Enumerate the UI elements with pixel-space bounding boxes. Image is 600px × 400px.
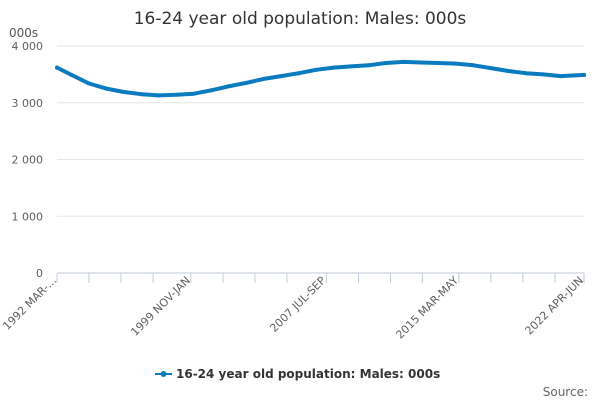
data-point[interactable] [86,81,91,86]
y-tick-label: 1 000 [12,210,44,223]
data-point[interactable] [174,92,179,97]
data-point[interactable] [226,84,231,89]
data-point[interactable] [331,65,336,70]
data-point[interactable] [366,63,371,68]
data-point[interactable] [453,61,458,66]
source-label: Source: [543,385,588,399]
chart-title: 16-24 year old population: Males: 000s [134,9,467,29]
y-tick-label: 0 [36,267,43,280]
y-axis-unit-label: 000s [9,26,38,40]
x-tick-label: 2022 APR-JUN [523,274,587,338]
data-point[interactable] [436,61,441,66]
y-tick-label: 2 000 [12,154,44,167]
data-point[interactable] [69,72,74,77]
legend[interactable]: 16-24 year old population: Males: 000s [155,367,440,381]
data-point[interactable] [418,60,423,65]
data-point[interactable] [558,74,563,79]
data-point[interactable] [209,88,214,93]
data-point[interactable] [104,86,109,91]
legend-point-marker [160,371,167,377]
data-point[interactable] [55,65,59,70]
data-point[interactable] [121,89,126,94]
data-point[interactable] [471,63,476,68]
y-tick-label: 3 000 [12,97,44,110]
data-point[interactable] [191,91,196,96]
data-point[interactable] [261,76,266,81]
data-point[interactable] [541,72,546,77]
x-tick-label: 1999 NOV-JAN [128,274,193,339]
data-point[interactable] [582,72,586,77]
data-point[interactable] [349,64,354,69]
series-line-0[interactable] [55,59,586,98]
data-point[interactable] [523,71,528,76]
data-point[interactable] [314,67,319,72]
x-tick-label: 2007 JUL-SEP [267,274,328,335]
data-point[interactable] [506,68,511,73]
x-tick-label: 2015 MAR-MAY [393,274,461,342]
data-point[interactable] [156,93,161,98]
legend-label: 16-24 year old population: Males: 000s [176,367,440,381]
data-point[interactable] [244,80,249,85]
data-point[interactable] [401,59,406,64]
y-tick-label: 4 000 [12,40,44,53]
gridlines [57,45,584,217]
data-point[interactable] [384,61,389,66]
data-point[interactable] [296,71,301,76]
x-tick-label: 1992 MAR-... [0,274,59,333]
series-layer [55,59,586,98]
data-point[interactable] [488,66,493,71]
data-point[interactable] [139,92,144,97]
data-point[interactable] [279,74,284,79]
y-axis-ticks: 0 1 000 2 000 3 000 4 000 [12,40,44,280]
x-axis: 1992 MAR-... 1999 NOV-JAN 2007 JUL-SEP 2015… [0,272,587,342]
